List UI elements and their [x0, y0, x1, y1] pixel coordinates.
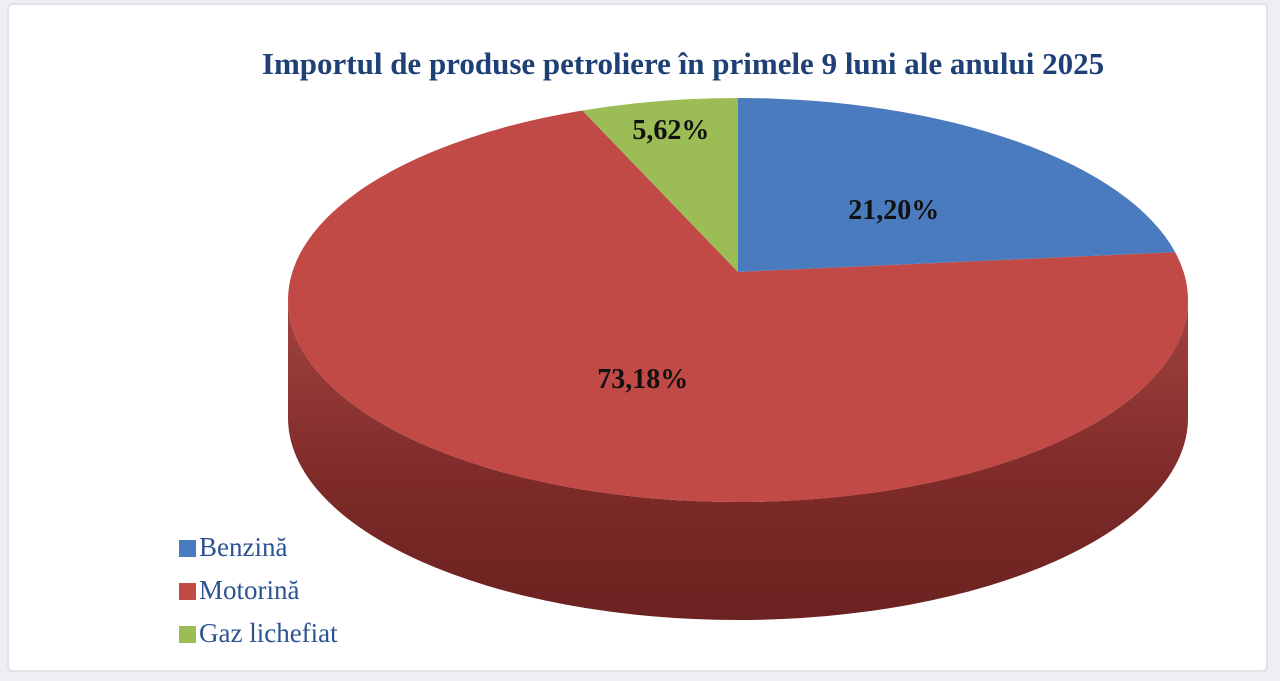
legend-item-gaz-lichefiat: Gaz lichefiat	[179, 613, 338, 656]
legend-label-benzina: Benzină	[199, 531, 288, 562]
pie-side	[288, 300, 1188, 620]
legend-item-benzina: Benzină	[179, 527, 338, 570]
pie-slice-2[interactable]	[582, 98, 738, 272]
slice-label-benzina: 21,20%	[848, 195, 940, 227]
chart-title: Importul de produse petroliere în primel…	[261, 46, 1105, 81]
legend-label-gaz-lichefiat: Gaz lichefiat	[199, 617, 338, 648]
chart-legend: Benzină Motorină Gaz lichefiat	[179, 527, 338, 656]
legend-swatch-benzina	[179, 540, 196, 557]
slice-label-motorina: 73,18%	[597, 364, 689, 396]
pie-slice-0[interactable]	[738, 98, 1176, 272]
legend-swatch-gaz-lichefiat	[179, 626, 196, 643]
pie-slice-1[interactable]	[288, 110, 1189, 503]
legend-swatch-motorina	[179, 583, 196, 600]
slice-label-gaz-lichefiat: 5,62%	[632, 114, 710, 146]
legend-item-motorina: Motorină	[179, 570, 338, 613]
legend-label-motorina: Motorină	[199, 574, 300, 605]
